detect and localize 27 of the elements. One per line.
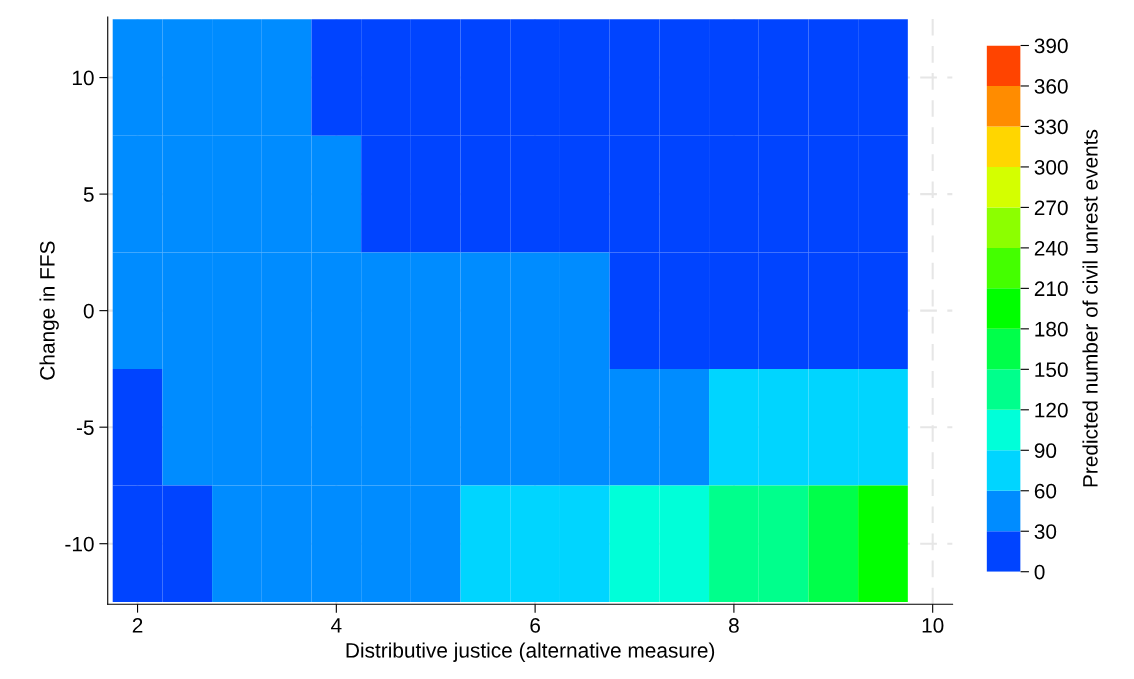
color-bar-label: 270 (1034, 200, 1068, 216)
color-bar-label: 300 (1034, 159, 1068, 175)
y-tick-label: 10 (72, 70, 94, 86)
color-bar-title: Predicted number of civil unrest events (1082, 129, 1098, 487)
color-bar-label: 210 (1034, 281, 1068, 297)
color-bar-label: 60 (1034, 483, 1057, 499)
y-tick-label: -10 (65, 536, 94, 552)
y-tick-label: 5 (83, 187, 94, 202)
y-tick-label: 0 (83, 303, 94, 319)
color-bar-label: 30 (1034, 524, 1057, 539)
x-tick-label: 6 (530, 618, 540, 633)
color-bar-label: 180 (1035, 321, 1068, 337)
y-tick-label: -5 (76, 420, 94, 435)
color-bar-label: 150 (1035, 362, 1068, 378)
y-axis-title: Change in FFS (39, 241, 59, 380)
color-bar-label: 0 (1034, 564, 1045, 580)
x-tick-label: 8 (729, 618, 739, 633)
color-bar-label: 390 (1034, 38, 1068, 54)
x-axis-title: Distributive justice (alternative measure) (346, 642, 715, 662)
x-tick-label: 2 (132, 618, 143, 633)
x-tick-label: 10 (922, 618, 944, 633)
color-bar-label: 90 (1034, 443, 1057, 459)
color-bar-label: 120 (1035, 402, 1068, 418)
x-tick-label: 4 (331, 618, 342, 633)
color-bar-label: 330 (1034, 119, 1068, 135)
color-bar-label: 240 (1034, 240, 1068, 256)
color-bar-label: 360 (1034, 78, 1068, 94)
